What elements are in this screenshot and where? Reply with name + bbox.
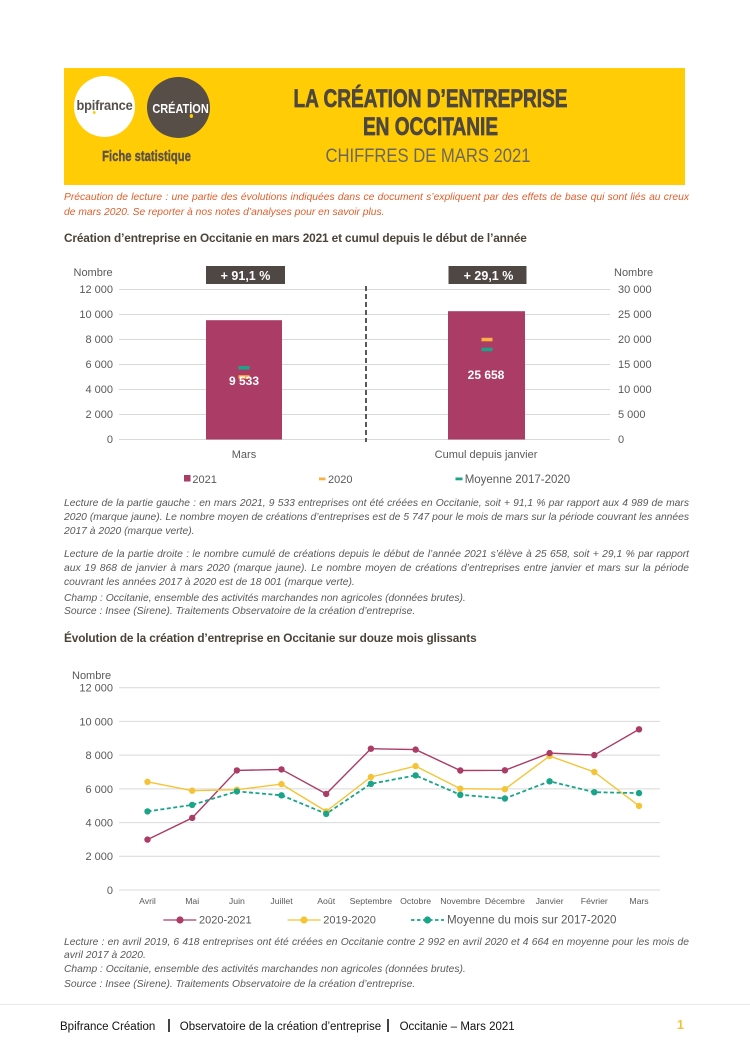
svg-text:2021: 2021 bbox=[192, 474, 216, 486]
svg-text:Cumul depuis janvier: Cumul depuis janvier bbox=[435, 449, 538, 461]
svg-text:10 000: 10 000 bbox=[79, 309, 113, 321]
svg-text:Septembre: Septembre bbox=[350, 896, 393, 906]
svg-text:30 000: 30 000 bbox=[618, 284, 652, 296]
svg-text:10 000: 10 000 bbox=[79, 716, 113, 728]
svg-text:10 000: 10 000 bbox=[618, 384, 652, 396]
svg-text:9 533: 9 533 bbox=[229, 374, 259, 388]
svg-text:+ 91,1 %: + 91,1 % bbox=[221, 269, 271, 283]
svg-text:Mars: Mars bbox=[629, 896, 649, 906]
svg-text:5 000: 5 000 bbox=[618, 409, 646, 421]
svg-text:6 000: 6 000 bbox=[85, 359, 113, 371]
svg-text:Moyenne 2017-2020: Moyenne 2017-2020 bbox=[465, 474, 571, 486]
svg-text:Nombre: Nombre bbox=[74, 267, 113, 279]
svg-text:2019-2020: 2019-2020 bbox=[323, 915, 376, 927]
svg-text:8 000: 8 000 bbox=[85, 334, 113, 346]
svg-text:0: 0 bbox=[107, 434, 113, 446]
svg-text:2020-2021: 2020-2021 bbox=[199, 915, 252, 927]
svg-text:Novembre: Novembre bbox=[440, 896, 480, 906]
svg-text:0: 0 bbox=[107, 885, 113, 897]
svg-text:Décembre: Décembre bbox=[485, 896, 525, 906]
svg-text:Août: Août bbox=[317, 896, 335, 906]
svg-text:Mai: Mai bbox=[185, 896, 199, 906]
svg-text:0: 0 bbox=[618, 434, 624, 446]
svg-text:Moyenne du mois sur 2017-2020: Moyenne du mois sur 2017-2020 bbox=[447, 914, 617, 927]
svg-text:8 000: 8 000 bbox=[85, 750, 113, 762]
svg-text:+ 29,1 %: + 29,1 % bbox=[464, 269, 514, 283]
svg-text:4 000: 4 000 bbox=[85, 384, 113, 396]
svg-text:12 000: 12 000 bbox=[79, 683, 113, 695]
svg-text:25 658: 25 658 bbox=[468, 368, 505, 382]
svg-text:25 000: 25 000 bbox=[618, 309, 652, 321]
svg-text:20 000: 20 000 bbox=[618, 334, 652, 346]
svg-text:Juillet: Juillet bbox=[270, 896, 293, 906]
svg-text:Mars: Mars bbox=[232, 449, 257, 461]
svg-text:Avril: Avril bbox=[139, 896, 156, 906]
svg-text:15 000: 15 000 bbox=[618, 359, 652, 371]
svg-text:Juin: Juin bbox=[229, 896, 245, 906]
svg-text:Nombre: Nombre bbox=[72, 670, 111, 682]
svg-text:2020: 2020 bbox=[328, 474, 352, 486]
svg-text:Octobre: Octobre bbox=[400, 896, 431, 906]
svg-text:Février: Février bbox=[581, 896, 608, 906]
svg-text:2 000: 2 000 bbox=[85, 851, 113, 863]
svg-text:12 000: 12 000 bbox=[79, 284, 113, 296]
svg-text:4 000: 4 000 bbox=[85, 818, 113, 830]
svg-text:2 000: 2 000 bbox=[85, 409, 113, 421]
svg-text:Nombre: Nombre bbox=[614, 267, 653, 279]
svg-text:6 000: 6 000 bbox=[85, 784, 113, 796]
svg-text:Janvier: Janvier bbox=[536, 896, 564, 906]
